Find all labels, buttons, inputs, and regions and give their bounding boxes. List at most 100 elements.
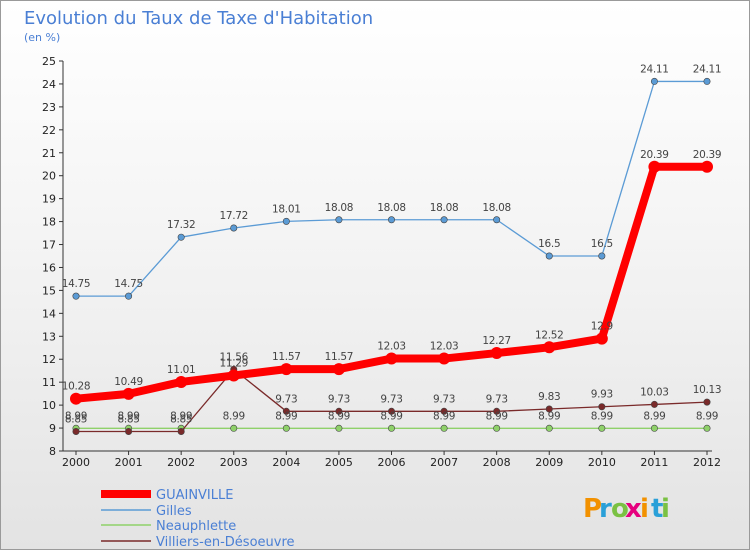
data-point — [72, 427, 80, 435]
logo-letter: i — [661, 494, 670, 524]
data-label: 8.99 — [538, 410, 560, 422]
data-label: 9.73 — [328, 393, 350, 405]
data-label: 18.08 — [325, 202, 354, 214]
y-tick-label: 22 — [42, 124, 56, 137]
data-label: 8.99 — [486, 410, 508, 422]
data-point — [282, 407, 290, 415]
data-label: 14.75 — [114, 278, 143, 290]
data-label: 8.99 — [223, 410, 245, 422]
data-point — [650, 77, 658, 85]
data-point — [545, 252, 553, 260]
data-label: 12.03 — [430, 341, 459, 353]
data-label: 9.83 — [538, 391, 560, 403]
data-label: 8.85 — [170, 414, 192, 426]
data-point — [385, 352, 398, 365]
data-label: 8.99 — [591, 410, 613, 422]
logo-letter: o — [611, 494, 629, 524]
y-tick-label: 17 — [42, 239, 56, 252]
data-label: 11.29 — [219, 358, 248, 370]
x-tick-label: 2006 — [378, 456, 406, 469]
chart-subtitle: (en %) — [24, 31, 60, 44]
x-tick-label: 2004 — [272, 456, 300, 469]
logo-letter: i — [640, 494, 649, 524]
data-label: 8.99 — [328, 410, 350, 422]
data-point — [440, 407, 448, 415]
y-tick-label: 24 — [42, 78, 56, 91]
data-point — [493, 407, 501, 415]
data-point — [282, 424, 290, 432]
y-tick-label: 16 — [42, 261, 56, 274]
data-point — [177, 233, 185, 241]
data-label: 17.32 — [167, 219, 196, 231]
data-point — [543, 341, 556, 354]
data-label: 11.01 — [167, 364, 196, 376]
x-tick-label: 2003 — [220, 456, 248, 469]
data-label: 9.73 — [433, 393, 455, 405]
data-point — [230, 224, 238, 232]
data-label: 11.56 — [219, 351, 248, 363]
legend-label: Gilles — [156, 504, 192, 519]
data-point — [701, 160, 713, 173]
data-point — [122, 387, 135, 400]
data-label: 20.39 — [640, 149, 669, 161]
data-label: 10.03 — [640, 386, 669, 398]
data-point — [545, 424, 553, 432]
x-tick-label: 2011 — [640, 456, 668, 469]
data-label: 9.93 — [591, 389, 613, 401]
data-label: 18.08 — [430, 202, 459, 214]
data-point — [72, 292, 80, 300]
data-label: 24.11 — [640, 63, 669, 75]
data-label: 8.85 — [117, 414, 139, 426]
data-point — [387, 216, 395, 224]
data-label: 24.11 — [693, 63, 722, 75]
data-label: 8.99 — [275, 410, 297, 422]
data-point — [440, 216, 448, 224]
chart-title: Evolution du Taux de Taxe d'Habitation — [24, 8, 373, 29]
data-label: 18.08 — [377, 202, 406, 214]
legend-label: GUAINVILLE — [156, 488, 233, 503]
y-tick-label: 9 — [49, 422, 56, 435]
data-label: 16.5 — [591, 238, 613, 250]
data-point — [387, 424, 395, 432]
series-line-1 — [75, 80, 708, 297]
x-tick-label: 2010 — [588, 456, 616, 469]
data-point — [598, 252, 606, 260]
data-point — [703, 424, 711, 432]
data-point — [493, 424, 501, 432]
data-point — [335, 407, 343, 415]
y-tick-label: 14 — [42, 307, 56, 320]
data-label: 10.13 — [693, 384, 722, 396]
data-label: 10.28 — [62, 381, 91, 393]
y-tick-label: 10 — [42, 399, 56, 412]
data-label: 9.73 — [486, 393, 508, 405]
data-point — [598, 403, 606, 411]
data-label: 18.08 — [482, 202, 511, 214]
data-point — [440, 424, 448, 432]
data-point — [490, 347, 503, 360]
logo-letter: r — [599, 494, 612, 524]
data-point — [650, 424, 658, 432]
data-label: 11.57 — [272, 351, 301, 363]
x-tick-label: 2001 — [115, 456, 143, 469]
data-labels-layer: 10.28 10.49 11.01 11.29 11.57 11.57 12.03 12.03… — [62, 63, 722, 425]
data-point — [70, 392, 82, 405]
data-label: 8.99 — [643, 410, 665, 422]
x-tick-label: 2002 — [167, 456, 195, 469]
data-label: 12.03 — [377, 341, 406, 353]
data-point — [703, 77, 711, 85]
y-tick-label: 15 — [42, 284, 56, 297]
data-point — [595, 332, 608, 345]
y-tick-label: 18 — [42, 216, 56, 229]
y-tick-label: 13 — [42, 330, 56, 343]
y-tick-label: 11 — [42, 376, 56, 389]
data-label: 14.75 — [62, 278, 91, 290]
data-point — [598, 424, 606, 432]
data-label: 8.85 — [65, 414, 87, 426]
data-label: 17.72 — [219, 210, 248, 222]
y-tick-label: 23 — [42, 101, 56, 114]
x-tick-label: 2005 — [325, 456, 353, 469]
data-point — [125, 292, 133, 300]
data-label: 16.5 — [538, 238, 560, 250]
